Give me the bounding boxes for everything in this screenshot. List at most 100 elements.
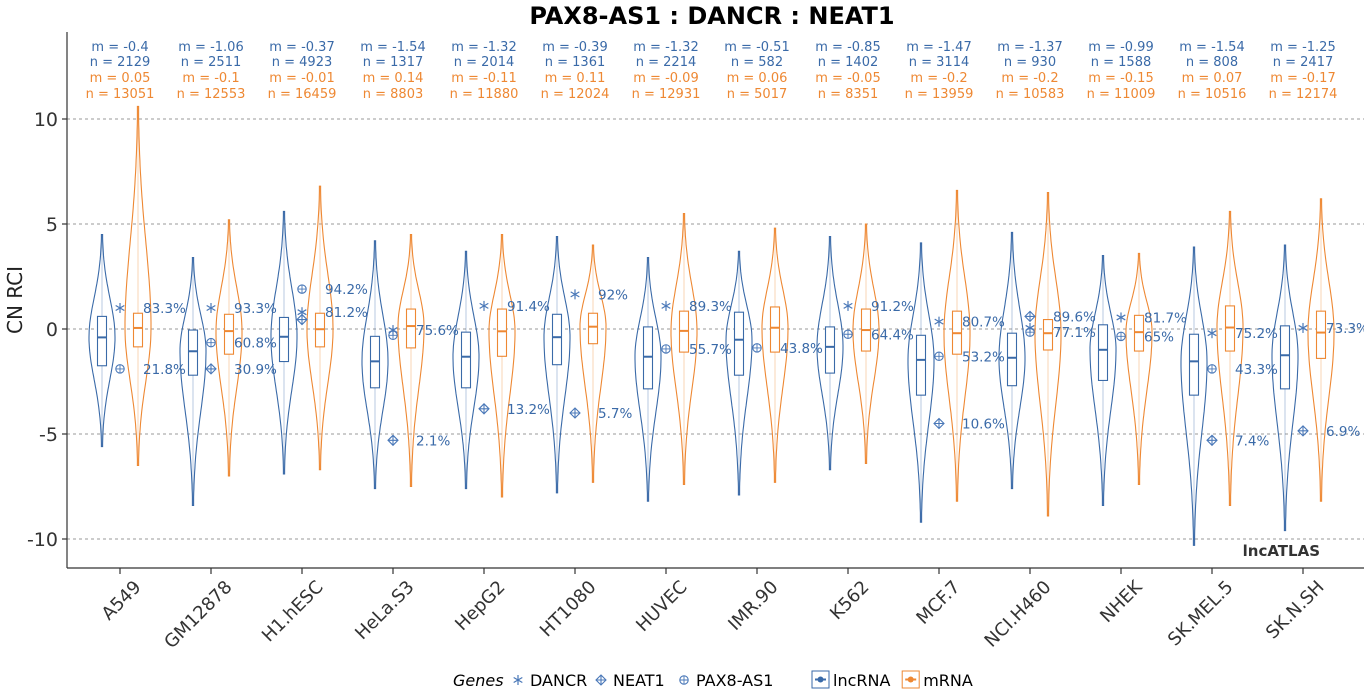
gene-percent-label: 94.2% [325,282,368,298]
mrna-box [587,312,599,345]
neat1-marker [1024,310,1036,323]
mrna-box [223,313,235,355]
neat1-marker [933,417,945,430]
gene-percent-label: 6.9% [1326,424,1360,440]
pax8as1-marker-cross [1207,364,1217,374]
lncrna-count-label: n = 2417 [1273,55,1333,70]
lncrna-box [1006,332,1018,387]
mrna-count-label: n = 5017 [727,87,787,102]
gene-percent-label: 5.7% [598,406,632,422]
mrna-box [769,306,781,353]
neat1-marker [595,674,607,686]
lncrna-count-label: n = 1402 [818,55,878,70]
lncrna-mean-label: m = -0.39 [542,40,607,55]
cell-group: 80.7% 53.2% 10.6% [907,189,1005,523]
lncrna-violin [1089,254,1117,506]
lncrna-mean-label: m = -1.47 [906,40,971,55]
neat1-marker [478,403,490,415]
dancr-marker-stroke [297,309,307,316]
lncrna-count-label: n = 2014 [454,55,514,70]
dancr-marker-stroke [115,304,125,312]
lncrna-mean-label: m = -1.06 [178,40,243,55]
y-tick-label: -10 [27,529,58,551]
pax8as1-marker-cross [661,344,671,354]
lncatlas-watermark: lncATLAS [1243,542,1320,560]
dancr-marker-stroke [206,304,216,312]
mrna-count-label: n = 12553 [177,87,246,102]
neat1-marker [296,313,308,326]
x-tick-label: MCF.7 [912,577,964,629]
mrna-count-label: n = 16459 [268,87,337,102]
mrna-mean-label: m = -0.1 [182,71,239,86]
lncrna-violin [543,236,571,494]
dancr-marker-stroke [479,302,489,309]
y-tick-label: -5 [39,424,58,446]
mrna-box [132,312,144,348]
y-tick-label: 0 [46,319,58,341]
gene-percent-label: 7.4% [1235,433,1269,449]
mrna-mean-label: m = 0.14 [363,71,424,86]
y-axis-label: CN RCI [3,266,27,334]
mrna-violin [943,189,971,502]
lncrna-count-label: n = 2511 [181,55,241,70]
mrna-count-label: n = 8351 [818,87,878,102]
lncrna-box [551,313,563,366]
mrna-mean-label: m = -0.05 [815,71,880,86]
x-tick-label: H1.hESC [258,577,328,647]
lncrna-mean-label: m = -0.99 [1088,40,1153,55]
gene-percent-label: 53.2% [962,349,1005,365]
cell-group: 75.2% 43.3% 7.4% [1180,210,1278,546]
lncrna-mean-label: m = -1.32 [633,40,698,55]
mrna-mean-label: m = -0.09 [633,71,698,86]
mrna-count-label: n = 12174 [1269,87,1338,102]
pax8as1-marker-cross [1025,327,1035,337]
mrna-mean-label: m = 0.07 [1182,71,1243,86]
mrna-box [1042,318,1054,351]
mrna-violin [1307,198,1335,502]
gene-percent-label: 43.8% [780,341,823,357]
mrna-mean-label: m = -0.2 [1001,71,1058,86]
lncrna-count-label: n = 2214 [636,55,696,70]
lncrna-count-label: n = 930 [1004,55,1056,70]
gene-percent-label: 43.3% [1235,362,1278,378]
lncrna-box [642,326,654,390]
gene-percent-label: 91.2% [871,299,914,315]
lncrna-mean-label: m = -1.54 [360,40,425,55]
mrna-violin [579,244,607,483]
legend-type-label: mRNA [923,671,973,690]
lncrna-box [1279,325,1291,390]
mrna-count-label: n = 12931 [632,87,701,102]
cell-group: 89.3% 55.7% [634,212,732,502]
mrna-mean-label: m = -0.15 [1088,71,1153,86]
mrna-box [496,308,508,357]
lncrna-box [733,311,745,376]
mrna-count-label: n = 13959 [905,87,974,102]
mrna-count-label: n = 11880 [450,87,519,102]
legend-swatch-dot [817,676,824,683]
lncrna-count-label: n = 1361 [545,55,605,70]
mrna-violin [397,233,425,488]
cell-group: 91.2% 64.4% [816,223,914,471]
gene-percent-label: 13.2% [507,402,550,418]
mrna-count-label: n = 8803 [363,87,423,102]
axes-layer: 10 5 0 -5 -10 [27,32,1364,574]
gene-percent-label: 30.9% [234,362,277,378]
lncrna-violin [816,236,844,471]
mrna-count-label: n = 11009 [1087,87,1156,102]
lncrna-mean-label: m = -1.32 [451,40,516,55]
mrna-mean-label: m = 0.05 [90,71,151,86]
pax8as1-marker-cross [1116,332,1126,341]
gene-percent-label: 64.4% [871,327,914,343]
lncrna-count-label: n = 808 [1186,55,1238,70]
legend-gene-label: NEAT1 [613,671,665,690]
pax8as1-marker-cross [752,343,762,353]
lncrna-mean-label: m = -1.54 [1179,40,1244,55]
mrna-mean-label: m = 0.11 [545,71,606,86]
gene-percent-label: 81.2% [325,305,368,321]
lncrna-mean-label: m = -0.37 [269,40,334,55]
legend-type-label: lncRNA [833,671,890,690]
legend-title: Genes [453,671,504,690]
mrna-mean-label: m = -0.01 [269,71,334,86]
x-tick-label: HeLa.S3 [351,577,418,644]
neat1-marker [569,407,581,419]
